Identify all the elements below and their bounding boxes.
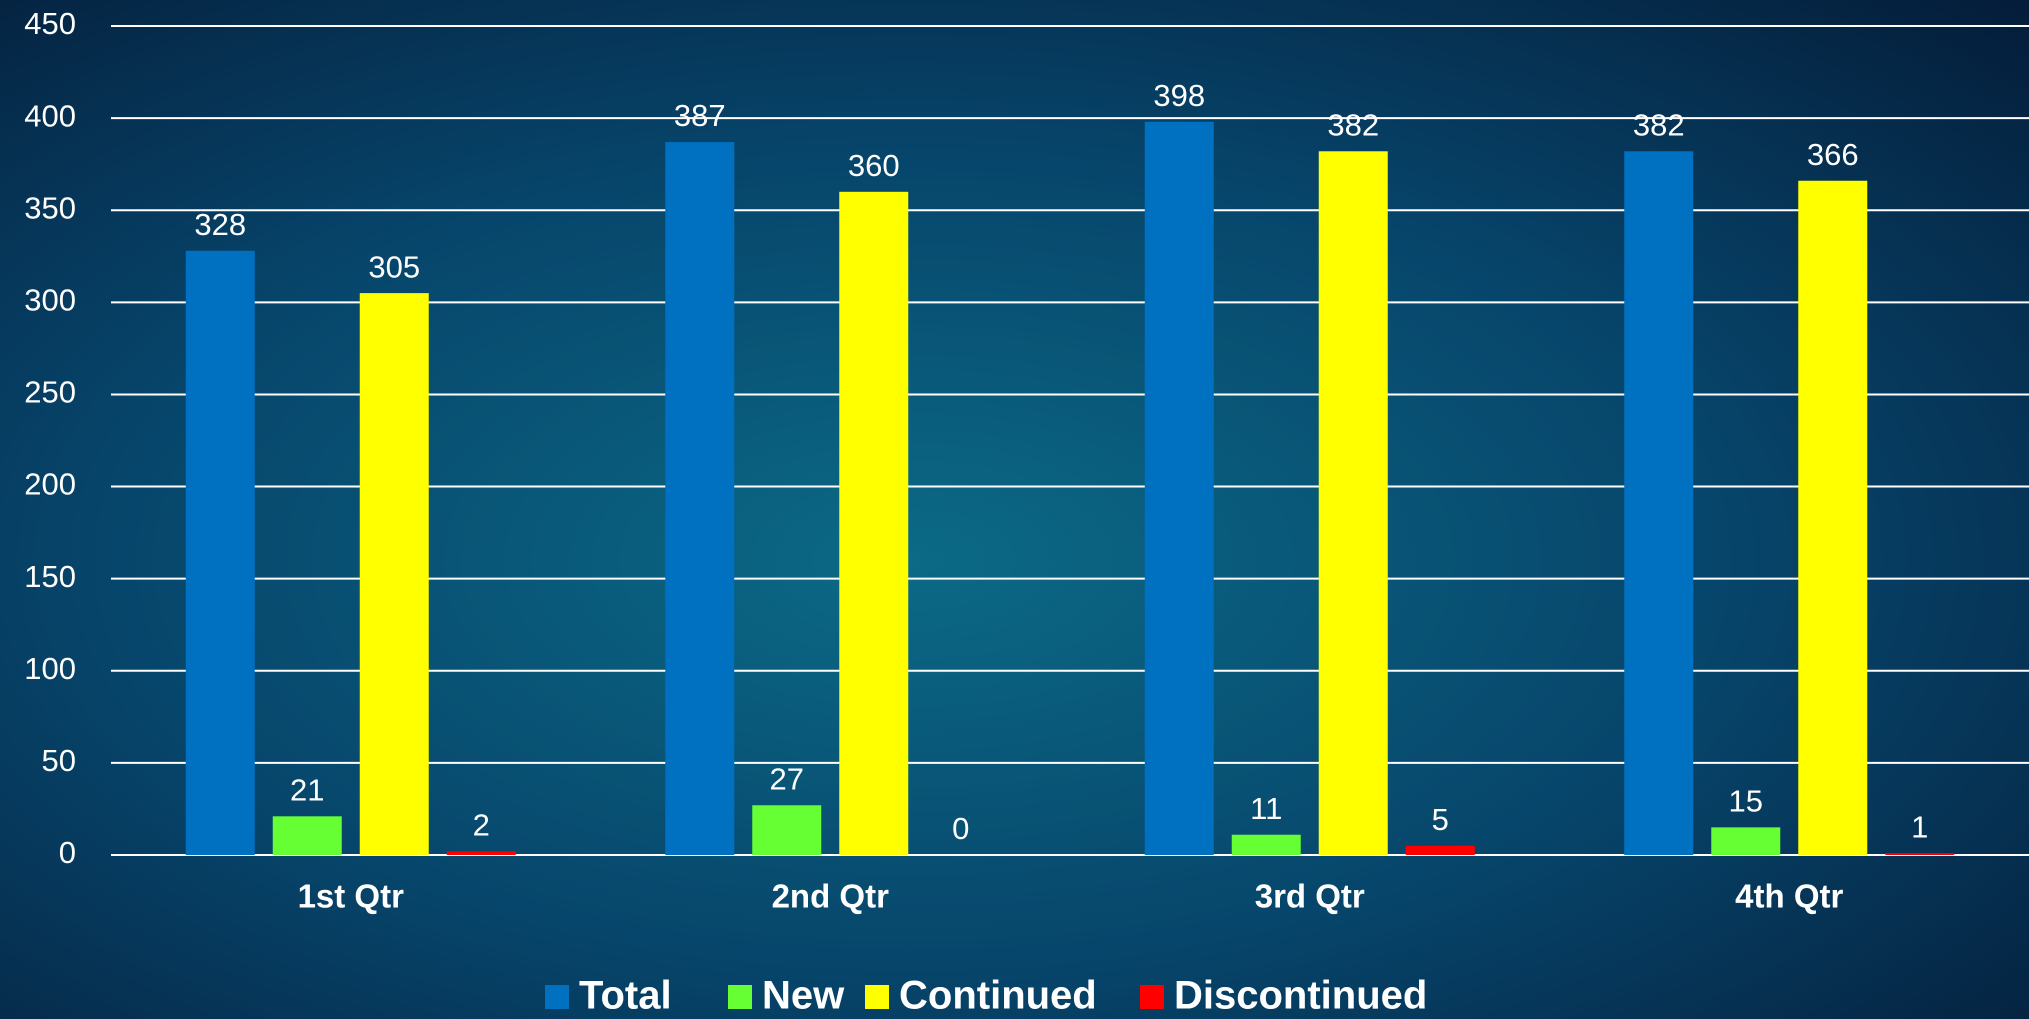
bar: [839, 191, 909, 856]
x-tick-label: 3rd Qtr: [1255, 878, 1365, 915]
legend-swatch: [865, 985, 889, 1009]
bar: [1318, 151, 1388, 855]
y-tick-label: 150: [24, 559, 76, 594]
bar: [1711, 827, 1781, 855]
bar: [752, 805, 822, 855]
data-label: 398: [1153, 78, 1205, 113]
bar: [1144, 121, 1214, 856]
data-label: 305: [368, 249, 420, 284]
legend-swatch: [1140, 985, 1164, 1009]
y-tick-label: 200: [24, 467, 76, 502]
data-label: 382: [1633, 107, 1685, 142]
legend-label: Continued: [899, 974, 1097, 1018]
y-tick-label: 250: [24, 375, 76, 410]
data-label: 5: [1432, 802, 1449, 837]
data-label: 366: [1807, 137, 1859, 172]
data-label: 1: [1911, 809, 1928, 844]
data-label: 360: [848, 148, 900, 183]
legend-swatch: [545, 985, 569, 1009]
y-tick-label: 450: [24, 6, 76, 41]
y-tick-label: 0: [59, 835, 76, 870]
bar: [1405, 845, 1475, 855]
legend-swatch: [728, 985, 752, 1009]
bar: [1798, 180, 1868, 855]
bar: [1885, 853, 1955, 855]
bar: [665, 142, 735, 855]
y-tick-label: 100: [24, 651, 76, 686]
bar: [1624, 151, 1694, 855]
data-label: 382: [1327, 107, 1379, 142]
legend-label: Discontinued: [1174, 974, 1427, 1018]
data-label: 27: [770, 761, 804, 796]
x-tick-label: 4th Qtr: [1735, 878, 1843, 915]
data-label: 0: [952, 811, 969, 846]
bar: [272, 816, 342, 855]
data-label: 328: [194, 207, 246, 242]
y-tick-label: 50: [42, 743, 76, 778]
y-tick-label: 400: [24, 98, 76, 133]
x-tick-label: 1st Qtr: [298, 878, 405, 915]
data-label: 11: [1250, 791, 1282, 826]
data-label: 21: [290, 773, 324, 808]
x-tick-label: 2nd Qtr: [772, 878, 889, 915]
legend-label: New: [762, 974, 845, 1018]
data-label: 2: [473, 808, 490, 843]
legend-label: Total: [579, 974, 672, 1018]
data-label: 387: [674, 98, 726, 133]
y-tick-label: 300: [24, 283, 76, 318]
bar: [446, 851, 516, 855]
bar: [359, 293, 429, 856]
bar: [1231, 834, 1301, 855]
data-label: 15: [1729, 784, 1763, 819]
y-tick-label: 350: [24, 190, 76, 225]
bar: [185, 250, 255, 856]
